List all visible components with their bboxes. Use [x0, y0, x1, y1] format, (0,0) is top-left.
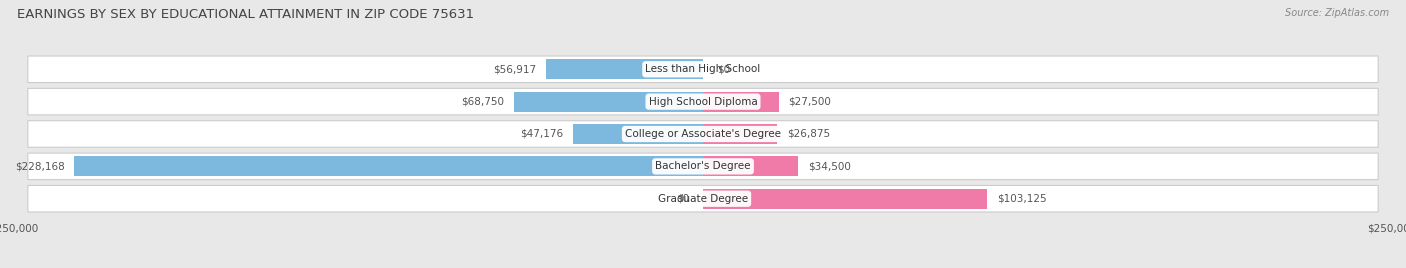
Bar [546, 59, 703, 79]
Text: $68,750: $68,750 [461, 97, 503, 107]
Bar [513, 92, 703, 112]
Bar [703, 124, 778, 144]
FancyBboxPatch shape [28, 56, 1378, 83]
Text: $103,125: $103,125 [997, 194, 1046, 204]
Bar [574, 124, 703, 144]
Text: $0: $0 [717, 64, 730, 74]
Text: Graduate Degree: Graduate Degree [658, 194, 748, 204]
FancyBboxPatch shape [28, 121, 1378, 147]
Text: High School Diploma: High School Diploma [648, 97, 758, 107]
Bar [703, 92, 779, 112]
Text: College or Associate's Degree: College or Associate's Degree [626, 129, 780, 139]
Text: Source: ZipAtlas.com: Source: ZipAtlas.com [1285, 8, 1389, 18]
Text: $27,500: $27,500 [789, 97, 831, 107]
Bar [703, 156, 799, 176]
FancyBboxPatch shape [28, 185, 1378, 212]
Text: EARNINGS BY SEX BY EDUCATIONAL ATTAINMENT IN ZIP CODE 75631: EARNINGS BY SEX BY EDUCATIONAL ATTAINMEN… [17, 8, 474, 21]
Text: $0: $0 [676, 194, 689, 204]
Text: $47,176: $47,176 [520, 129, 564, 139]
Text: Bachelor's Degree: Bachelor's Degree [655, 161, 751, 171]
Bar [75, 156, 703, 176]
Text: $56,917: $56,917 [494, 64, 537, 74]
Text: $26,875: $26,875 [787, 129, 830, 139]
Text: Less than High School: Less than High School [645, 64, 761, 74]
FancyBboxPatch shape [28, 88, 1378, 115]
Bar [703, 189, 987, 209]
Text: $228,168: $228,168 [15, 161, 65, 171]
FancyBboxPatch shape [28, 153, 1378, 180]
Text: $34,500: $34,500 [807, 161, 851, 171]
